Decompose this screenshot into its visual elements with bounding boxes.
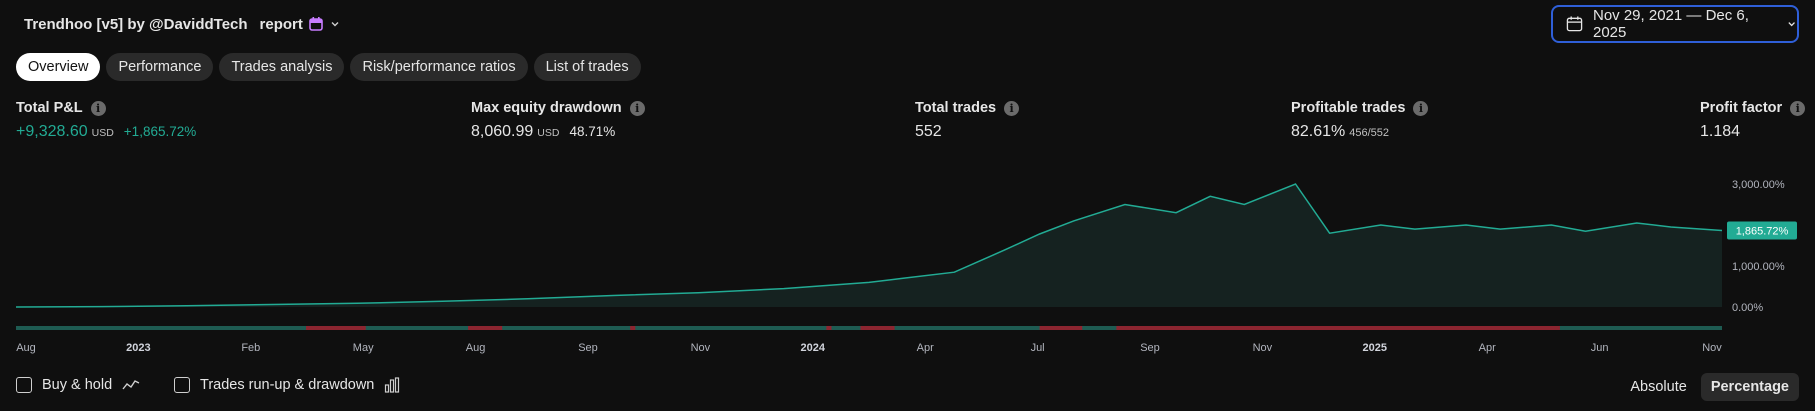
y-tick-label: 3,000.00% [1732,179,1785,191]
tab-list-of-trades[interactable]: List of trades [533,53,641,81]
total-trades-value: 552 [915,123,942,140]
last-value-badge [1727,221,1797,240]
metric-profitable-trades: Profitable trades i 82.61% 456/552 [1291,99,1429,141]
x-tick-label: Apr [1479,342,1496,354]
date-range-picker[interactable]: Nov 29, 2021 — Dec 6, 2025 [1551,5,1799,43]
x-tick-label: Sep [1140,342,1160,354]
info-icon[interactable]: i [1790,100,1806,116]
drawdown-value: 8,060.99 [471,123,534,140]
report-label: report [259,15,303,33]
x-tick-label: Aug [466,342,486,354]
x-tick-label: 2023 [126,342,150,354]
pnl-percent: +1,865.72% [123,124,197,139]
tab-performance[interactable]: Performance [106,53,214,81]
profit-factor-value: 1.184 [1700,123,1741,140]
info-icon[interactable]: i [90,100,106,116]
x-tick-label: Jul [1031,342,1045,354]
info-icon[interactable]: i [1413,100,1429,116]
profitable-ratio: 456/552 [1349,127,1390,139]
x-tick-label: Jun [1591,342,1609,354]
report-title[interactable]: Trendhoo [v5] by @DaviddTech report [18,14,341,34]
x-tick-label: Nov [1253,342,1273,354]
trade-strip-loss [1039,326,1083,330]
report-tabs: Overview Performance Trades analysis Ris… [16,53,641,81]
date-range-label: Nov 29, 2021 — Dec 6, 2025 [1593,7,1749,41]
runup-label: Trades run-up & drawdown [200,377,375,393]
tab-risk-performance-ratios[interactable]: Risk/performance ratios [350,53,528,81]
buy-hold-toggle[interactable]: Buy & hold [16,377,140,393]
chevron-down-icon [1788,22,1795,27]
strategy-name: Trendhoo [v5] by @DaviddTech [24,15,248,33]
chevron-down-icon[interactable] [329,18,341,30]
x-tick-label: 2024 [801,342,826,354]
percentage-button[interactable]: Percentage [1700,373,1799,401]
metric-label: Profit factor [1700,100,1783,116]
metric-label: Total trades [915,100,997,116]
drawdown-unit: USD [537,127,560,139]
info-icon[interactable]: i [629,100,645,116]
drawdown-percent: 48.71% [569,124,616,139]
last-value-label: 1,865.72% [1736,226,1789,238]
metric-total-trades: Total trades i 552 [915,99,1020,141]
x-tick-label: Apr [917,342,934,354]
calendar-icon [1566,16,1583,32]
calendar-badge-icon [309,17,323,31]
buy-hold-label: Buy & hold [42,377,113,393]
y-tick-label: 0.00% [1732,302,1763,314]
trade-strip-loss [826,326,832,330]
x-tick-label: May [353,342,374,354]
x-tick-label: Feb [241,342,260,354]
metric-profit-factor: Profit factor i 1.184 [1700,99,1806,141]
scale-mode-switch: Absolute Percentage [1620,373,1799,401]
metric-max-drawdown: Max equity drawdown i 8,060.99 USD 48.71% [471,99,645,141]
metric-total-pnl: Total P&L i +9,328.60 USD +1,865.72% [16,99,196,141]
tab-overview[interactable]: Overview [16,53,101,81]
metric-label: Total P&L [16,100,83,116]
trade-strip-loss [1116,326,1560,330]
runup-checkbox[interactable] [174,377,190,393]
trade-strip-loss [468,326,503,330]
bar-chart-icon [385,377,400,393]
metric-label: Max equity drawdown [471,100,622,116]
absolute-button[interactable]: Absolute [1630,379,1687,395]
y-tick-label: 1,000.00% [1732,261,1785,273]
buy-hold-checkbox[interactable] [16,377,32,393]
x-tick-label: Aug [16,342,36,354]
tab-trades-analysis[interactable]: Trades analysis [219,53,345,81]
equity-chart[interactable]: 3,000.00%2,000.00%1,000.00%0.00%1,865.72… [0,140,1815,360]
profitable-percent: 82.61% [1291,123,1346,140]
equity-area [16,184,1722,307]
trade-strip-loss [860,326,895,330]
x-tick-label: Nov [1702,342,1722,354]
x-tick-label: 2025 [1363,342,1387,354]
line-chart-icon [122,380,140,390]
pnl-unit: USD [91,127,114,139]
x-tick-label: Nov [691,342,711,354]
x-tick-label: Sep [578,342,598,354]
runup-drawdown-toggle[interactable]: Trades run-up & drawdown [174,377,400,393]
metric-label: Profitable trades [1291,100,1406,116]
pnl-value: +9,328.60 [16,123,88,140]
trade-strip-loss [306,326,366,330]
info-icon[interactable]: i [1004,100,1020,116]
equity-line [15,183,1723,308]
trade-strip-loss [630,326,636,330]
